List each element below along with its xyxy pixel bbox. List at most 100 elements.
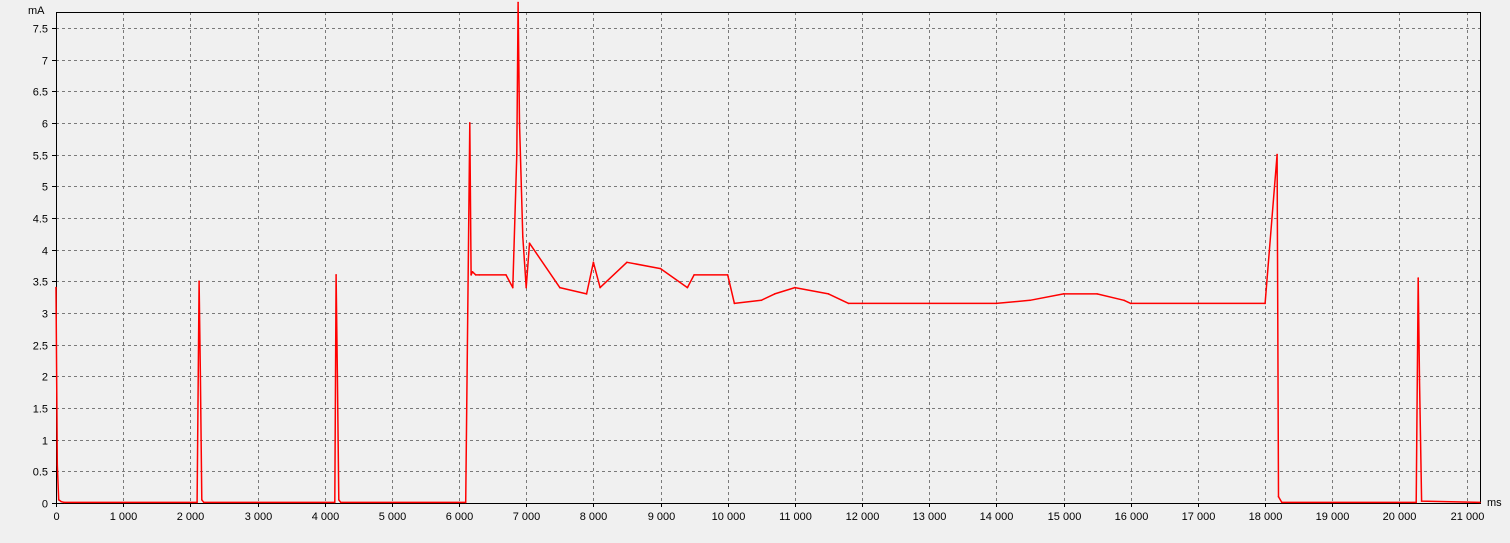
x-tick-label: 5 000 bbox=[379, 511, 407, 523]
x-tick-label: 9 000 bbox=[648, 511, 676, 523]
y-tick-label: 2 bbox=[42, 372, 48, 384]
series-point bbox=[1415, 501, 1417, 504]
y-tick-label: 1 bbox=[42, 436, 48, 448]
series-point bbox=[1420, 500, 1423, 502]
series-point bbox=[335, 274, 337, 276]
series-point bbox=[60, 500, 63, 503]
x-tick-label: 20 000 bbox=[1383, 511, 1417, 523]
series-point bbox=[1129, 302, 1132, 305]
series-point bbox=[505, 274, 507, 276]
series-point bbox=[201, 499, 203, 501]
series-point bbox=[1029, 299, 1031, 302]
y-tick-label: 1.5 bbox=[33, 404, 48, 416]
y-tick-label: 6 bbox=[42, 119, 48, 131]
y-tick-label: 7 bbox=[42, 56, 48, 68]
y-tick-label: 5.5 bbox=[33, 151, 48, 163]
x-tick-label: 6 000 bbox=[446, 511, 474, 523]
series-point bbox=[55, 286, 57, 289]
series-point bbox=[475, 274, 477, 276]
y-tick-label: 5 bbox=[42, 182, 48, 194]
series-point bbox=[559, 286, 561, 289]
series-point bbox=[471, 271, 474, 273]
x-ticks: 0 1 000 2 000 3 000 4 000 5 000 6 000 7 000 8 00… bbox=[53, 503, 1484, 523]
x-tick-label: 13 000 bbox=[913, 511, 947, 523]
series-point bbox=[585, 293, 588, 295]
y-tick-label: 3 bbox=[42, 309, 48, 321]
x-tick-label: 16 000 bbox=[1115, 511, 1149, 523]
series-point bbox=[1123, 299, 1125, 302]
series-point bbox=[928, 302, 930, 305]
series-point bbox=[518, 122, 521, 124]
series-point bbox=[1417, 277, 1419, 279]
series-point bbox=[198, 280, 200, 283]
x-tick-label: 3 000 bbox=[245, 511, 273, 523]
series-point bbox=[203, 501, 205, 504]
x-tick-label: 21 000 bbox=[1451, 511, 1485, 523]
series-point bbox=[56, 464, 59, 466]
series-point bbox=[1096, 293, 1098, 295]
y-axis-label: mA bbox=[28, 5, 45, 17]
series-point bbox=[469, 122, 471, 124]
series-point bbox=[861, 302, 863, 305]
series-point bbox=[773, 293, 776, 295]
series-point bbox=[1418, 378, 1421, 381]
plot-area bbox=[56, 12, 1480, 503]
y-tick-label: 3.5 bbox=[33, 277, 48, 289]
y-ticks: 0 0.5 1 1.5 2 2.5 3 3.5 4 4.5 5 5.5 6 6.5 7 7.5 bbox=[33, 24, 56, 511]
series-point bbox=[1197, 302, 1199, 305]
x-tick-label: 10 000 bbox=[712, 511, 746, 523]
y-tick-label: 4 bbox=[42, 246, 48, 258]
series-points bbox=[55, 1, 1481, 504]
series-point bbox=[516, 153, 518, 156]
x-tick-label: 8 000 bbox=[580, 511, 608, 523]
series-point bbox=[478, 274, 481, 276]
plot-frame bbox=[56, 12, 1481, 504]
x-tick-label: 18 000 bbox=[1249, 511, 1283, 523]
x-tick-label: 12 000 bbox=[846, 511, 880, 523]
series-point bbox=[522, 236, 524, 238]
y-tick-label: 4.5 bbox=[33, 214, 48, 226]
series-point bbox=[196, 501, 198, 504]
series-point bbox=[470, 274, 472, 276]
y-tick-label: 0 bbox=[42, 499, 48, 511]
y-tick-label: 6.5 bbox=[33, 87, 48, 99]
x-tick-label: 0 bbox=[53, 511, 59, 523]
series-point bbox=[995, 302, 998, 305]
series-point bbox=[517, 1, 519, 4]
series-point bbox=[336, 375, 339, 378]
y-tick-label: 0.5 bbox=[33, 467, 48, 479]
series-point bbox=[726, 274, 729, 276]
series-point bbox=[525, 286, 527, 289]
y-tick-label: 7.5 bbox=[33, 24, 48, 36]
series-point bbox=[199, 375, 202, 378]
series-point bbox=[1479, 501, 1481, 504]
series-point bbox=[464, 501, 467, 504]
series-point bbox=[334, 501, 336, 504]
series-point bbox=[528, 242, 531, 244]
series-point bbox=[794, 286, 796, 289]
series-point bbox=[686, 286, 689, 289]
series-point bbox=[57, 499, 60, 501]
series-point bbox=[626, 261, 628, 264]
x-tick-label: 17 000 bbox=[1182, 511, 1216, 523]
series-point bbox=[1277, 495, 1280, 498]
x-tick-label: 19 000 bbox=[1316, 511, 1350, 523]
series-point bbox=[827, 293, 830, 295]
y-tick-label: 2.5 bbox=[33, 341, 48, 353]
series-point bbox=[1281, 501, 1283, 504]
series-point bbox=[659, 267, 662, 270]
series-line bbox=[55, 1, 1481, 504]
x-tick-label: 15 000 bbox=[1048, 511, 1082, 523]
series-point bbox=[599, 286, 601, 289]
series-point bbox=[338, 499, 340, 501]
x-tick-label: 1 000 bbox=[110, 511, 138, 523]
series-point bbox=[760, 299, 763, 302]
series-point bbox=[1276, 153, 1278, 156]
x-tick-label: 4 000 bbox=[312, 511, 340, 523]
x-axis-label: ms bbox=[1487, 497, 1502, 509]
x-tick-label: 2 000 bbox=[177, 511, 205, 523]
series-point bbox=[1062, 293, 1065, 295]
grid-lines bbox=[56, 12, 1480, 504]
